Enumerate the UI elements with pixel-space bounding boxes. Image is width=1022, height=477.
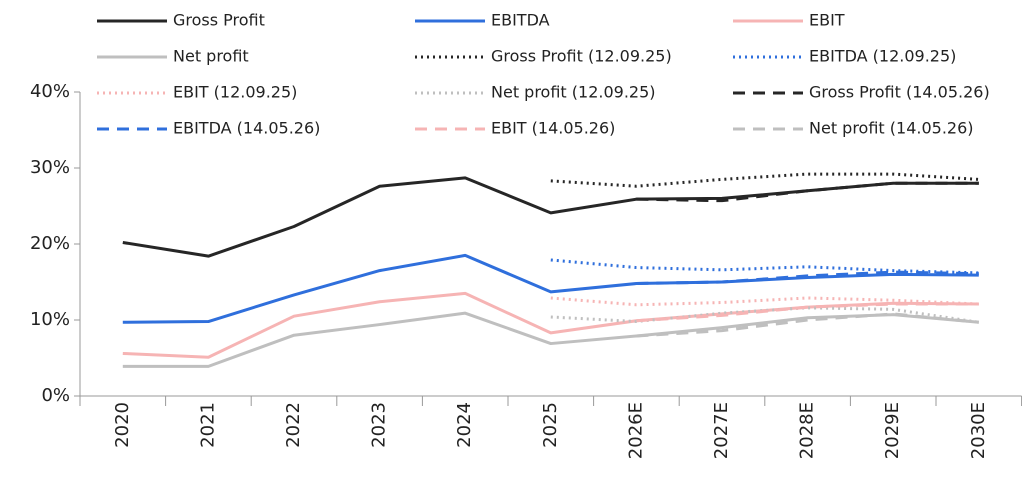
legend-label: EBITDA (12.09.25) [809,47,956,66]
legend-label: EBITDA [491,11,550,30]
series-line [122,253,979,324]
legend-label: EBIT (14.05.26) [491,119,615,138]
series-line [122,311,979,368]
x-tick-label: 2023 [369,402,390,448]
x-tick-label: 2029E [882,402,903,459]
y-tick-label: 20% [30,233,70,254]
x-tick-label: 2027E [711,402,732,459]
legend-label: EBIT [809,11,845,30]
x-tick-label: 2026E [625,402,646,459]
x-tick-label: 2022 [283,402,304,448]
y-tick-label: 10% [30,309,70,330]
x-tick-label: 2030E [968,402,989,459]
x-tick-label: 2020 [112,402,133,448]
series-line [636,181,979,203]
y-tick-label: 30% [30,157,70,178]
series-line [636,312,979,338]
x-tick-label: 2024 [454,402,475,448]
y-tick-label: 0% [41,385,70,406]
legend-label: EBITDA (14.05.26) [173,119,320,138]
x-tick-label: 2021 [197,402,218,448]
series-line [122,291,979,359]
x-tick-label: 2028E [797,402,818,459]
series-line [550,258,979,275]
series-line [122,176,979,258]
x-tick-label: 2025 [540,402,561,448]
legend-label: Gross Profit (14.05.26) [809,83,990,102]
legend-label: Net profit (14.05.26) [809,119,974,138]
legend-label: Net profit [173,47,249,66]
legend-label: Gross Profit [173,11,265,30]
legend-label: EBIT (12.09.25) [173,83,297,102]
legend-label: Net profit (12.09.25) [491,83,656,102]
series-line [636,270,979,286]
legend-label: Gross Profit (12.09.25) [491,47,672,66]
series-line [636,302,979,323]
y-tick-label: 40% [30,81,70,102]
